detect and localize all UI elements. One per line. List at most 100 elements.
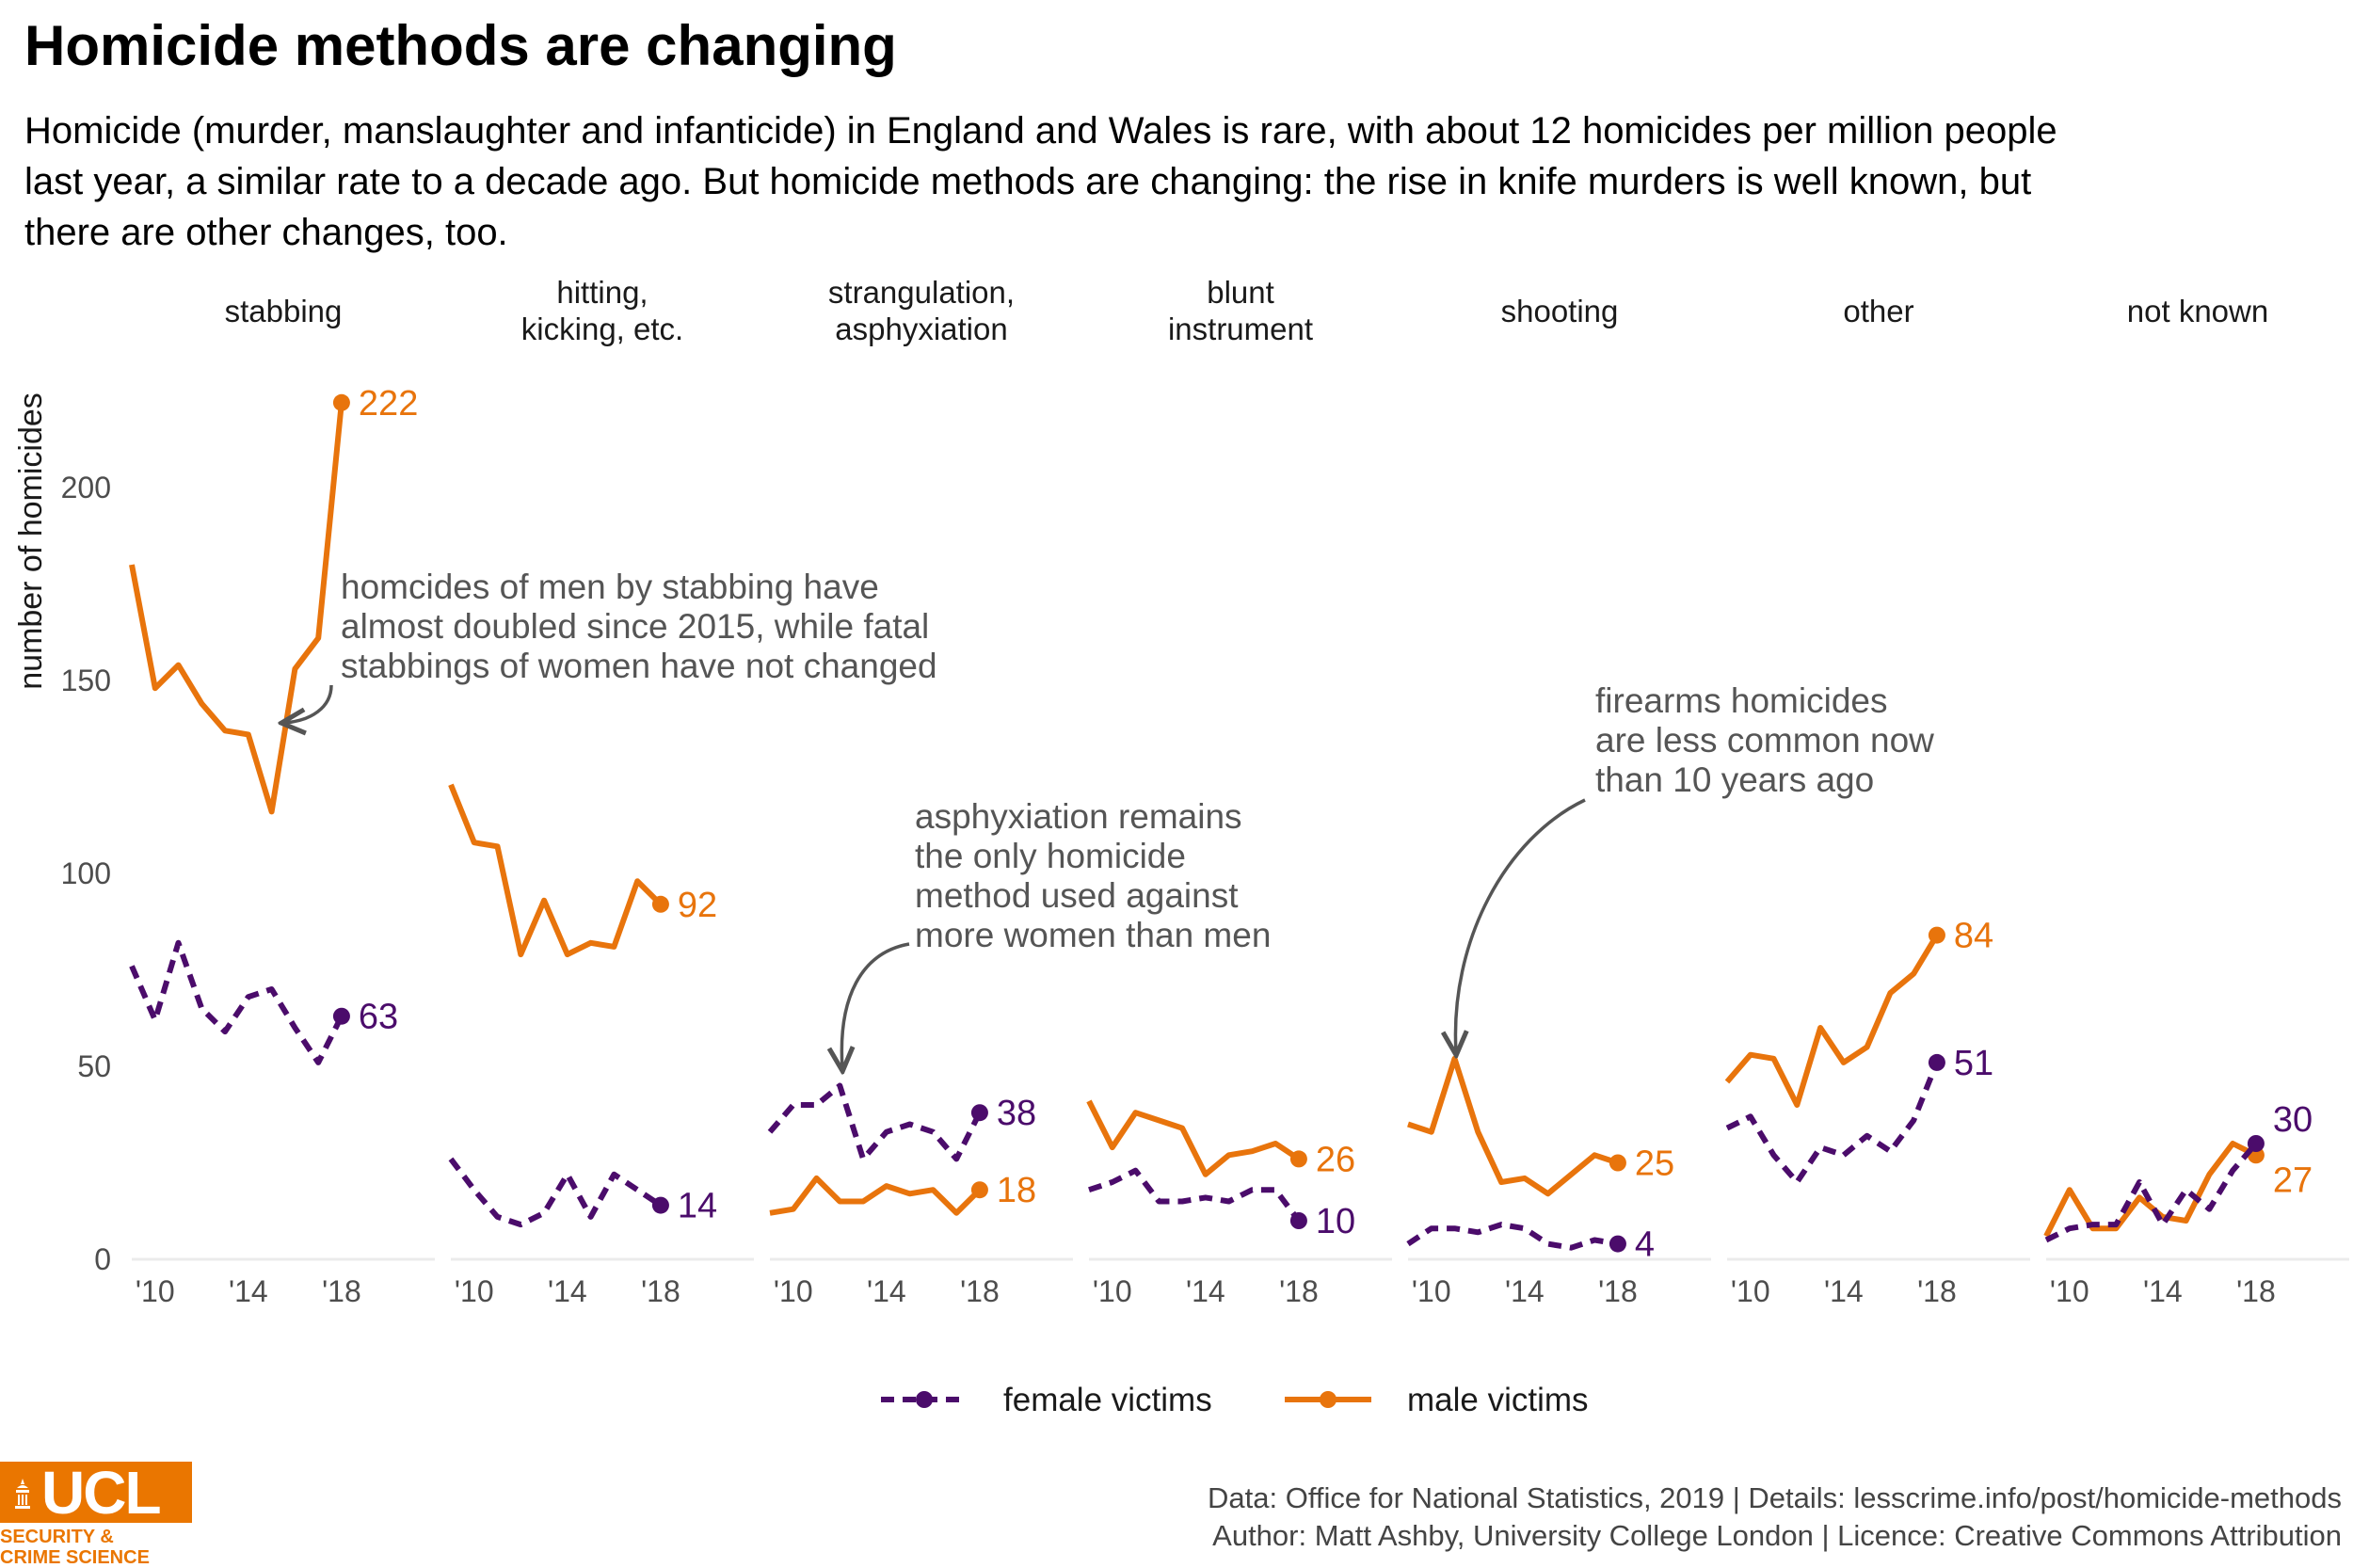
ucl-logo-box: UCL <box>0 1462 192 1524</box>
female-end-label: 14 <box>678 1187 717 1226</box>
male-series-line <box>1407 1055 1619 1197</box>
x-tick-label: '14 <box>867 1274 906 1308</box>
male-series-line <box>2043 1141 2258 1238</box>
male-end-label: 222 <box>359 384 418 424</box>
ucl-logo-brand: UCL <box>41 1459 162 1527</box>
female-legend-point <box>916 1391 933 1408</box>
x-tick-label: '10 <box>1412 1274 1451 1308</box>
female-end-label: 10 <box>1316 1202 1355 1241</box>
female-end-point <box>1609 1235 1626 1253</box>
panel-label: stabbing <box>225 294 343 328</box>
male-end-label: 26 <box>1316 1140 1355 1179</box>
panel-label: blunt <box>1207 275 1274 310</box>
annotation-arrow <box>284 684 333 723</box>
caption-line-author: Author: Matt Ashby, University College L… <box>1212 1519 2342 1552</box>
female-end-point <box>2247 1135 2265 1152</box>
female-series-line <box>767 1082 983 1162</box>
female-end-point <box>332 1007 350 1025</box>
panel-label: kicking, etc. <box>521 312 683 346</box>
female-end-label: 51 <box>1954 1044 1993 1083</box>
ucl-logo: UCL SECURITY & CRIME SCIENCE <box>0 1462 192 1568</box>
female-end-label: 4 <box>1635 1225 1655 1265</box>
chart-subtitle: Homicide (murder, manslaughter and infan… <box>24 110 2057 253</box>
x-tick-label: '18 <box>641 1274 680 1308</box>
panel-label: shooting <box>1501 294 1619 328</box>
y-tick-label: 150 <box>61 664 111 697</box>
male-legend-entry: male victims <box>1285 1382 1589 1418</box>
female-series-line <box>1088 1167 1302 1223</box>
y-axis-label: number of homicides <box>13 392 49 690</box>
male-end-point <box>1609 1154 1626 1172</box>
male-legend-point <box>1320 1391 1337 1408</box>
female-end-label: 38 <box>997 1094 1036 1133</box>
caption: Data: Office for National Statistics, 20… <box>1208 1480 2342 1555</box>
y-tick-label: 0 <box>94 1242 111 1276</box>
facet-panels: stabbing '10 '14 '18 63 222 hitting,kicking, e… <box>129 275 2349 1308</box>
panel-label: asphyxiation <box>835 312 1007 346</box>
x-tick-label: '10 <box>1731 1274 1770 1308</box>
male-series-line <box>1724 934 1940 1108</box>
female-end-label: 30 <box>2273 1100 2313 1140</box>
female-end-point <box>1289 1212 1307 1229</box>
x-tick-label: '10 <box>2050 1274 2089 1308</box>
y-tick-label: 100 <box>61 856 111 890</box>
x-tick-label: '18 <box>1598 1274 1638 1308</box>
male-series-line <box>448 783 664 958</box>
x-tick-label: '14 <box>1824 1274 1864 1308</box>
male-series-line <box>769 1175 983 1216</box>
ucl-logo-subtitle: SECURITY & CRIME SCIENCE <box>0 1527 150 1568</box>
annotation-arrow <box>1455 798 1586 1052</box>
male-end-label: 25 <box>1635 1144 1674 1184</box>
x-tick-label: '10 <box>455 1274 494 1308</box>
chart-title: Homicide methods are changing <box>24 14 897 77</box>
male-end-label: 18 <box>997 1171 1036 1210</box>
female-legend-entry: female victims <box>881 1382 1212 1418</box>
x-tick-label: '14 <box>1505 1274 1545 1308</box>
annotation-text: than 10 years ago <box>1595 760 1874 799</box>
annotation-text: are less common now <box>1595 721 1934 760</box>
male-end-label: 84 <box>1954 917 1993 956</box>
female-end-point <box>651 1196 669 1214</box>
panel: strangulation,asphyxiation '10 '14 '18 38 18 <box>767 275 1073 1308</box>
female-series-line <box>2044 1142 2259 1243</box>
x-tick-label: '10 <box>136 1274 175 1308</box>
female-series-line <box>129 939 344 1065</box>
female-series-line <box>1725 1061 1940 1185</box>
male-end-label: 27 <box>2273 1160 2313 1200</box>
x-tick-label: '18 <box>322 1274 361 1308</box>
male-series-line <box>1086 1099 1301 1177</box>
panel-label: hitting, <box>556 275 648 310</box>
female-series-line <box>448 1157 663 1228</box>
annotation-text: firearms homicides <box>1595 681 1887 720</box>
annotation-text: the only homicide <box>915 837 1186 875</box>
annotation-text: homcides of men by stabbing have <box>341 568 879 606</box>
x-tick-label: '14 <box>2143 1274 2183 1308</box>
panel: hitting,kicking, etc. '10 '14 '18 14 92 <box>448 275 754 1308</box>
caption-line-data-source: Data: Office for National Statistics, 20… <box>1208 1481 2342 1514</box>
annotation-text: stabbings of women have not changed <box>341 647 937 685</box>
panel: shooting '10 '14 '18 4 25 <box>1406 294 1711 1308</box>
female-end-label: 63 <box>359 998 398 1037</box>
male-end-point <box>1928 926 1945 944</box>
male-series-line <box>129 402 344 815</box>
portico-icon <box>15 1479 30 1509</box>
x-tick-label: '10 <box>1093 1274 1132 1308</box>
female-series-line <box>1406 1222 1619 1251</box>
panel: other '10 '14 '18 51 84 <box>1724 294 2030 1308</box>
x-tick-label: '18 <box>960 1274 1000 1308</box>
male-end-point <box>1289 1150 1307 1168</box>
annotation-text: almost doubled since 2015, while fatal <box>341 607 929 646</box>
x-tick-label: '14 <box>1186 1274 1225 1308</box>
annotation-arrow <box>841 942 910 1068</box>
male-end-point <box>651 895 669 913</box>
panel-label: other <box>1843 294 1913 328</box>
homicide-methods-chart: number of homicides 0 50 100 150 200 stabbin… <box>13 275 2349 1418</box>
panel-label: strangulation, <box>828 275 1015 310</box>
female-end-point <box>970 1104 988 1122</box>
panel: stabbing '10 '14 '18 63 222 <box>129 294 435 1308</box>
y-tick-label: 200 <box>61 471 111 504</box>
